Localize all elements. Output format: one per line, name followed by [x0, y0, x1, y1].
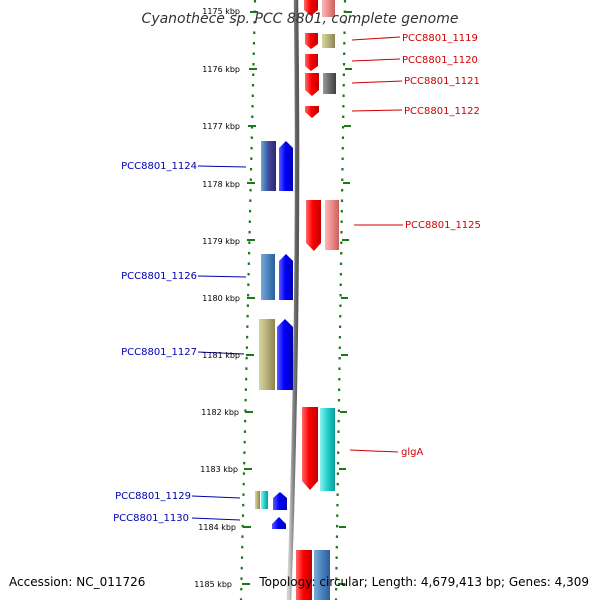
gene-pcc8801-1126[interactable]: [279, 254, 293, 300]
tick-label: 1176 kbp: [202, 65, 240, 74]
gene-label-pcc8801-1125[interactable]: PCC8801_1125: [405, 220, 481, 231]
gene-pcc8801-1122[interactable]: [305, 106, 319, 118]
gene-label-pcc8801-1129[interactable]: PCC8801_1129: [115, 491, 191, 502]
gene-pcc8801-1125-partner: [325, 200, 339, 250]
gene-label-glga[interactable]: glgA: [401, 447, 423, 458]
tick-marks: [242, 11, 352, 585]
gene-label-pcc8801-1126[interactable]: PCC8801_1126: [121, 271, 197, 282]
gene-pcc8801-1129[interactable]: [273, 492, 287, 510]
tick-label: 1179 kbp: [202, 237, 240, 246]
tick-label: 1178 kbp: [202, 180, 240, 189]
forward-strand-genes: [255, 141, 293, 529]
gene-label-pcc8801-1130[interactable]: PCC8801_1130: [113, 513, 189, 524]
gene-pcc8801-1127[interactable]: [277, 319, 293, 390]
gene-label-pcc8801-1119[interactable]: PCC8801_1119: [402, 33, 478, 44]
gene-pcc8801-1120[interactable]: [305, 54, 318, 71]
left-track-dots: [239, 0, 257, 600]
gene-pcc8801-1124-shade: [261, 141, 268, 191]
gene-pcc8801-1118[interactable]: [304, 0, 318, 16]
gene-label-pcc8801-1122[interactable]: PCC8801_1122: [404, 106, 480, 117]
gene-label-pcc8801-1121[interactable]: PCC8801_1121: [404, 76, 480, 87]
gene-pcc8801-1129-b: [261, 491, 268, 509]
gene-pcc8801-1124[interactable]: [279, 141, 293, 191]
forward-gene-labels: PCC8801_1124 PCC8801_1126 PCC8801_1127 P…: [113, 161, 197, 524]
map-title: Cyanothece sp. PCC 8801, complete genome: [142, 11, 459, 27]
tick-label: 1175 kbp: [202, 7, 240, 16]
reverse-strand-genes: [296, 0, 339, 600]
genome-summary-text: Topology: circular; Length: 4,679,413 bp…: [258, 575, 589, 589]
gene-pcc8801-1119[interactable]: [305, 33, 318, 49]
tick-label: 1181 kbp: [202, 351, 240, 360]
gene-label-pcc8801-1124[interactable]: PCC8801_1124: [121, 161, 197, 172]
callout-lines: [191, 36, 403, 521]
genome-backbone: [286, 0, 300, 600]
gene-pcc8801-1126-partner: [261, 254, 275, 300]
right-track-dots: [334, 0, 347, 600]
gene-glga[interactable]: [302, 407, 318, 490]
gene-pcc8801-1130[interactable]: [272, 517, 286, 529]
gene-glga-partner: [320, 408, 335, 491]
gene-pcc8801-1127-partner: [259, 319, 275, 390]
gene-pcc8801-1129-a: [255, 491, 260, 509]
gene-pcc8801-1121-partner: [323, 73, 336, 94]
tick-label: 1185 kbp: [194, 580, 232, 589]
gene-pcc8801-1121[interactable]: [305, 73, 319, 96]
kbp-labels: 1175 kbp 1176 kbp 1177 kbp 1178 kbp 1179…: [194, 7, 240, 589]
gene-bottom-steel: [314, 550, 330, 600]
tick-label: 1182 kbp: [201, 408, 239, 417]
accession-text: Accession: NC_011726: [9, 575, 145, 589]
gene-neighbor-upstream: [322, 0, 335, 17]
reverse-gene-labels: PCC8801_1119 PCC8801_1120 PCC8801_1121 P…: [401, 33, 481, 458]
gene-bottom-red: [296, 550, 312, 600]
tick-label: 1183 kbp: [200, 465, 238, 474]
gene-pcc8801-1125[interactable]: [306, 200, 321, 251]
gene-pcc8801-1119-partner: [322, 34, 335, 48]
tick-label: 1177 kbp: [202, 122, 240, 131]
tick-label: 1184 kbp: [198, 523, 236, 532]
gene-label-pcc8801-1127[interactable]: PCC8801_1127: [121, 347, 197, 358]
tick-label: 1180 kbp: [202, 294, 240, 303]
gene-label-pcc8801-1120[interactable]: PCC8801_1120: [402, 55, 478, 66]
